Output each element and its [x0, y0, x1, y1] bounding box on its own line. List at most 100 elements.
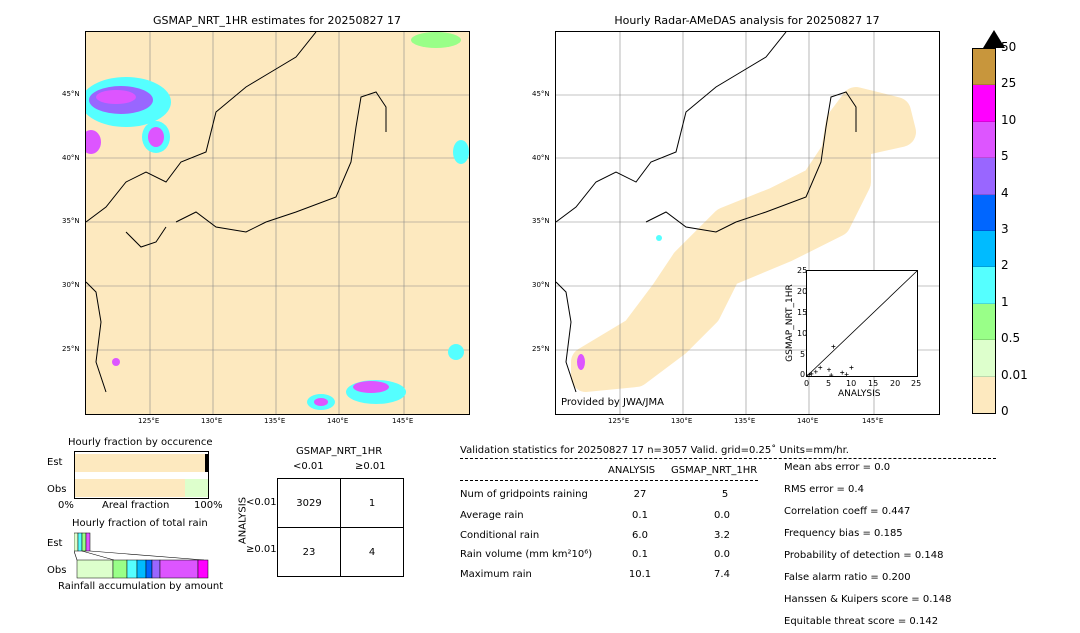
validation-col-analysis: ANALYSIS	[608, 465, 656, 476]
validation-divider	[460, 458, 996, 459]
right-lon-130: 130°E	[671, 417, 693, 425]
score-correlation: Correlation coeff = 0.447	[784, 506, 911, 517]
colorbar-segment	[973, 194, 995, 231]
total-obs-label: Obs	[47, 565, 67, 576]
colorbar-segment	[973, 376, 995, 413]
map-credit: Provided by JWA/JMA	[561, 397, 664, 408]
colorbar-label: 4	[1001, 185, 1009, 200]
contingency-row-ge: ≥0.01	[246, 544, 277, 555]
colorbar-segment	[973, 121, 995, 159]
scatter-xtick-15: 15	[868, 379, 879, 388]
colorbar-label: 1	[1001, 294, 1009, 309]
score-rms-error: RMS error = 0.4	[784, 484, 864, 495]
total-est-label: Est	[47, 538, 63, 549]
right-lat-25: 25°N	[532, 345, 550, 353]
left-lat-40: 40°N	[62, 154, 80, 162]
left-lon-130: 130°E	[201, 417, 223, 425]
scatter-xtick-10: 10	[846, 379, 857, 388]
scatter-point	[849, 365, 854, 370]
colorbar-segment	[973, 158, 995, 195]
right-lat-35: 35°N	[532, 217, 550, 225]
scatter-ytick-15: 15	[797, 308, 808, 317]
occurrence-est-label: Est	[47, 457, 63, 468]
left-lat-45: 45°N	[62, 90, 80, 98]
scatter-ytick-5: 5	[800, 350, 806, 359]
validation-col-divider	[460, 480, 758, 481]
scatter-ylabel: GSMAP_NRT_1HR	[785, 284, 795, 362]
scatter-svg	[806, 270, 918, 378]
occurrence-obs-bar	[75, 479, 186, 497]
validation-row-analysis: 0.1	[632, 549, 648, 560]
validation-row-gsmap: 3.2	[714, 530, 730, 541]
colorbar-segment	[973, 85, 995, 122]
scatter-point	[818, 365, 823, 370]
scatter-xtick-25: 25	[911, 379, 922, 388]
colorbar	[972, 48, 996, 414]
contingency-cell-b: 1	[340, 478, 404, 528]
validation-row-label: Average rain	[460, 510, 524, 521]
scatter-ytick-0: 0	[800, 370, 806, 379]
scatter-xtick-20: 20	[890, 379, 901, 388]
left-lat-25: 25°N	[62, 345, 80, 353]
scatter-point	[827, 367, 831, 372]
validation-scores: Mean abs error = 0.0 RMS error = 0.4 Cor…	[784, 457, 994, 633]
validation-row-label: Rain volume (mm km²10⁶)	[460, 549, 593, 560]
colorbar-segment	[973, 49, 995, 86]
colorbar-label: 25	[1001, 76, 1017, 91]
scatter-diagonal	[806, 270, 918, 377]
validation-row-analysis: 27	[633, 489, 647, 500]
colorbar-segment	[973, 303, 995, 341]
validation-row-gsmap: 0.0	[714, 549, 730, 560]
occurrence-axis-left: 0%	[58, 500, 74, 511]
score-frequency-bias: Frequency bias = 0.185	[784, 528, 903, 539]
validation-row-gsmap: 0.0	[714, 510, 730, 521]
occurrence-axis-mid: Areal fraction	[102, 500, 170, 511]
scatter-point	[829, 373, 834, 378]
left-lon-140: 140°E	[327, 417, 349, 425]
validation-row-label: Maximum rain	[460, 569, 532, 580]
scatter-point	[831, 344, 836, 349]
right-lat-30: 30°N	[532, 281, 550, 289]
scatter-point	[813, 369, 818, 374]
right-lon-140: 140°E	[797, 417, 819, 425]
left-map	[85, 31, 470, 415]
total-caption: Rainfall accumulation by amount	[58, 581, 224, 592]
right-lat-40: 40°N	[532, 154, 550, 162]
left-lon-125: 125°E	[138, 417, 160, 425]
right-lon-125: 125°E	[608, 417, 630, 425]
contingency-table: 3029 1 23 4	[277, 478, 404, 577]
left-lon-145: 145°E	[392, 417, 414, 425]
score-far: False alarm ratio = 0.200	[784, 572, 911, 583]
scatter-plot	[806, 270, 918, 378]
left-map-svg	[86, 32, 469, 414]
colorbar-segment	[973, 230, 995, 268]
colorbar-segment	[973, 340, 995, 377]
validation-header: Validation statistics for 20250827 17 n=…	[460, 445, 849, 456]
occurrence-obs-rain-bar	[185, 479, 208, 497]
colorbar-arrow	[983, 30, 1005, 48]
occurrence-chart	[74, 451, 209, 499]
validation-row-analysis: 0.1	[632, 510, 648, 521]
score-ets: Equitable threat score = 0.142	[784, 616, 939, 627]
contingency-col-ge: ≥0.01	[355, 461, 386, 472]
score-pod: Probability of detection = 0.148	[784, 550, 944, 561]
validation-row-gsmap: 7.4	[714, 569, 730, 580]
colorbar-segment	[973, 267, 995, 304]
left-lat-35: 35°N	[62, 217, 80, 225]
scatter-xtick-0: 0	[804, 379, 810, 388]
validation-row-analysis: 6.0	[632, 530, 648, 541]
left-map-title: GSMAP_NRT_1HR estimates for 20250827 17	[152, 14, 402, 27]
contingency-title: GSMAP_NRT_1HR	[296, 446, 383, 457]
colorbar-label: 0.5	[1001, 331, 1021, 346]
right-lon-135: 135°E	[734, 417, 756, 425]
validation-row-gsmap: 5	[721, 489, 729, 500]
right-map-svg	[556, 32, 939, 414]
scatter-point	[844, 372, 849, 377]
scatter-xlabel: ANALYSIS	[838, 389, 881, 399]
scatter-point	[809, 371, 814, 376]
contingency-cell-d: 4	[340, 527, 404, 577]
scatter-point	[840, 370, 845, 375]
occurrence-est-bar	[75, 454, 208, 472]
colorbar-label: 10	[1001, 112, 1017, 127]
colorbar-label: 50	[1001, 40, 1017, 54]
